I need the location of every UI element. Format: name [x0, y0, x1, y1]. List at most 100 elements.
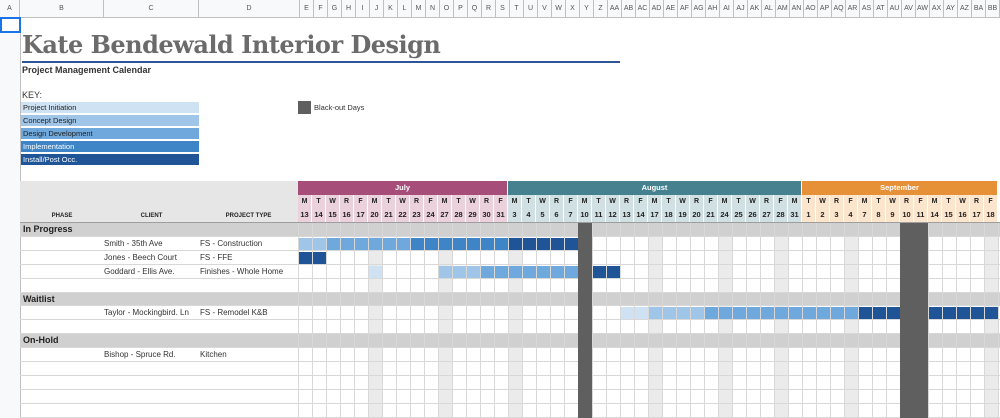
day-number-cell: 5	[536, 208, 550, 222]
day-number-cell: 12	[606, 208, 620, 222]
grid-line	[20, 333, 1000, 335]
grid-line	[662, 223, 663, 418]
column-header-AO[interactable]: AO	[804, 0, 818, 17]
weekday-cell: T	[592, 195, 606, 208]
weekday-cell: W	[886, 195, 900, 208]
column-header-AS[interactable]: AS	[860, 0, 874, 17]
client-cell[interactable]: Bishop - Spruce Rd.	[104, 350, 176, 360]
column-header-H[interactable]: H	[342, 0, 356, 17]
column-header-AA[interactable]: AA	[608, 0, 622, 17]
column-header-AM[interactable]: AM	[776, 0, 790, 17]
column-header-AW[interactable]: AW	[916, 0, 930, 17]
column-header-Y[interactable]: Y	[580, 0, 594, 17]
column-header-E[interactable]: E	[300, 0, 314, 17]
grid-line	[20, 305, 1000, 307]
day-number-cell: 13	[298, 208, 312, 222]
client-cell[interactable]: Jones - Beech Court	[104, 252, 177, 262]
column-header-AB[interactable]: AB	[622, 0, 636, 17]
column-header-AV[interactable]: AV	[902, 0, 916, 17]
project-bar[interactable]	[858, 307, 900, 321]
grid-line	[312, 223, 313, 418]
project-bar[interactable]	[438, 265, 480, 279]
section-label-in-progress[interactable]: In Progress	[23, 224, 73, 234]
column-header-A[interactable]: A	[0, 0, 20, 17]
project-bar[interactable]	[704, 307, 858, 321]
column-header-AE[interactable]: AE	[664, 0, 678, 17]
column-header-O[interactable]: O	[440, 0, 454, 17]
weekday-cell: R	[340, 195, 354, 208]
project-type-cell[interactable]: FS - Remodel K&B	[200, 308, 268, 318]
column-header-W[interactable]: W	[552, 0, 566, 17]
key-label: KEY:	[22, 90, 43, 100]
column-header-AC[interactable]: AC	[636, 0, 650, 17]
column-header-AD[interactable]: AD	[650, 0, 664, 17]
weekday-cell: F	[494, 195, 508, 208]
client-cell[interactable]: Taylor - Mockingbird. Ln	[104, 308, 189, 318]
column-header-N[interactable]: N	[426, 0, 440, 17]
column-header-F[interactable]: F	[314, 0, 328, 17]
calendar-grid[interactable]: PHASE CLIENT PROJECT TYPE July M 13 T 14 W 15 R 16 F…	[20, 180, 1000, 418]
column-header-X[interactable]: X	[566, 0, 580, 17]
column-header-AR[interactable]: AR	[846, 0, 860, 17]
column-header-V[interactable]: V	[538, 0, 552, 17]
grid-line	[354, 223, 355, 418]
column-header-AK[interactable]: AK	[748, 0, 762, 17]
column-header-BB[interactable]: BB	[986, 0, 1000, 17]
column-header-I[interactable]: I	[356, 0, 370, 17]
project-type-cell[interactable]: FS - Construction	[200, 238, 263, 248]
client-cell[interactable]: Goddard - Ellis Ave.	[104, 266, 175, 276]
section-band	[20, 292, 1000, 307]
column-header-AQ[interactable]: AQ	[832, 0, 846, 17]
project-bar[interactable]	[410, 237, 508, 251]
column-header-S[interactable]: S	[496, 0, 510, 17]
column-header-AI[interactable]: AI	[720, 0, 734, 17]
selected-cell[interactable]	[0, 17, 21, 33]
column-header-U[interactable]: U	[524, 0, 538, 17]
project-type-cell[interactable]: Kitchen	[200, 350, 227, 360]
blackout-day-column	[914, 223, 928, 418]
grid-line	[774, 223, 775, 418]
column-header-AJ[interactable]: AJ	[734, 0, 748, 17]
column-header-M[interactable]: M	[412, 0, 426, 17]
column-header-AX[interactable]: AX	[930, 0, 944, 17]
client-cell[interactable]: Smith - 35th Ave	[104, 238, 163, 248]
column-header-C[interactable]: C	[104, 0, 199, 17]
column-header-AN[interactable]: AN	[790, 0, 804, 17]
column-header-Q[interactable]: Q	[468, 0, 482, 17]
column-header-AL[interactable]: AL	[762, 0, 776, 17]
day-number-cell: 15	[326, 208, 340, 222]
column-header-R[interactable]: R	[482, 0, 496, 17]
column-header-D[interactable]: D	[199, 0, 300, 17]
column-header-AY[interactable]: AY	[944, 0, 958, 17]
section-label-waitlist[interactable]: Waitlist	[23, 293, 55, 304]
column-header-T[interactable]: T	[510, 0, 524, 17]
column-header-Z[interactable]: Z	[594, 0, 608, 17]
column-header-AP[interactable]: AP	[818, 0, 832, 17]
section-label-on-hold[interactable]: On-Hold	[23, 335, 59, 346]
column-header-AU[interactable]: AU	[888, 0, 902, 17]
column-header-G[interactable]: G	[328, 0, 342, 17]
project-bar[interactable]	[368, 265, 382, 279]
column-header-AZ[interactable]: AZ	[958, 0, 972, 17]
column-header-AF[interactable]: AF	[678, 0, 692, 17]
column-header-B[interactable]: B	[20, 0, 104, 17]
project-type-cell[interactable]: Finishes - Whole Home	[200, 266, 284, 276]
weekday-cell: M	[578, 195, 592, 208]
column-header-AT[interactable]: AT	[874, 0, 888, 17]
client-header: CLIENT	[140, 213, 163, 219]
grid-line	[396, 223, 397, 418]
column-header-L[interactable]: L	[398, 0, 412, 17]
column-header-AH[interactable]: AH	[706, 0, 720, 17]
column-header-AG[interactable]: AG	[692, 0, 706, 17]
column-header-P[interactable]: P	[454, 0, 468, 17]
project-type-cell[interactable]: FS - FFE	[200, 252, 233, 262]
project-bar[interactable]	[508, 237, 578, 251]
column-header-K[interactable]: K	[384, 0, 398, 17]
grid-line	[20, 235, 1000, 237]
column-header-BA[interactable]: BA	[972, 0, 986, 17]
grid-line	[480, 223, 481, 418]
project-bar[interactable]	[928, 307, 998, 321]
weekday-cell: W	[536, 195, 550, 208]
project-bar[interactable]	[480, 265, 578, 279]
column-header-J[interactable]: J	[370, 0, 384, 17]
